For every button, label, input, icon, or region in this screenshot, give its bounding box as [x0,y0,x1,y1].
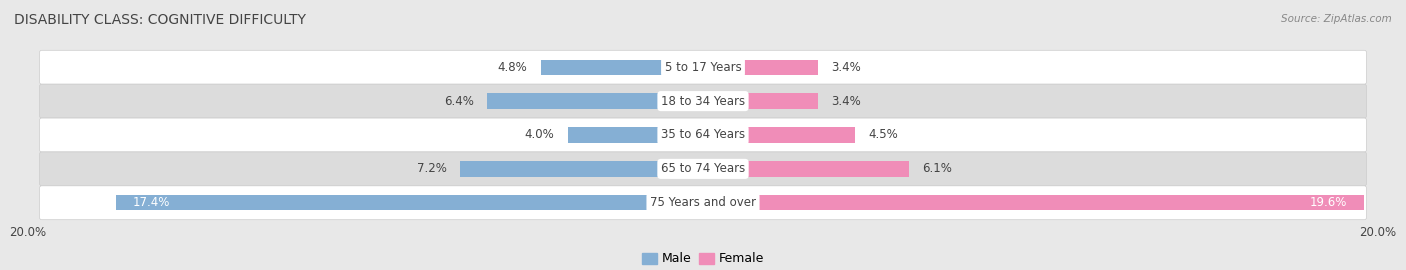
FancyBboxPatch shape [39,84,1367,118]
Text: 65 to 74 Years: 65 to 74 Years [661,162,745,176]
Text: 3.4%: 3.4% [831,61,860,74]
Text: 18 to 34 Years: 18 to 34 Years [661,94,745,108]
Text: 4.0%: 4.0% [524,129,554,141]
Bar [460,161,703,177]
Bar [568,127,703,143]
Bar [703,161,908,177]
Bar [703,127,855,143]
Bar [541,60,703,75]
Text: 17.4%: 17.4% [132,196,170,209]
Bar [115,195,703,210]
FancyBboxPatch shape [39,50,1367,84]
Text: 4.8%: 4.8% [498,61,527,74]
FancyBboxPatch shape [39,118,1367,152]
Text: 4.5%: 4.5% [869,129,898,141]
Bar [486,93,703,109]
Legend: Male, Female: Male, Female [637,247,769,270]
Text: 19.6%: 19.6% [1310,196,1347,209]
Bar [703,93,818,109]
Text: 6.4%: 6.4% [444,94,474,108]
Text: 6.1%: 6.1% [922,162,952,176]
FancyBboxPatch shape [39,152,1367,186]
Text: Source: ZipAtlas.com: Source: ZipAtlas.com [1281,14,1392,23]
Text: 7.2%: 7.2% [416,162,447,176]
Text: 5 to 17 Years: 5 to 17 Years [665,61,741,74]
Text: 3.4%: 3.4% [831,94,860,108]
Text: 35 to 64 Years: 35 to 64 Years [661,129,745,141]
Bar [703,60,818,75]
FancyBboxPatch shape [39,186,1367,220]
Bar [703,195,1364,210]
Text: DISABILITY CLASS: COGNITIVE DIFFICULTY: DISABILITY CLASS: COGNITIVE DIFFICULTY [14,14,307,28]
Text: 75 Years and over: 75 Years and over [650,196,756,209]
